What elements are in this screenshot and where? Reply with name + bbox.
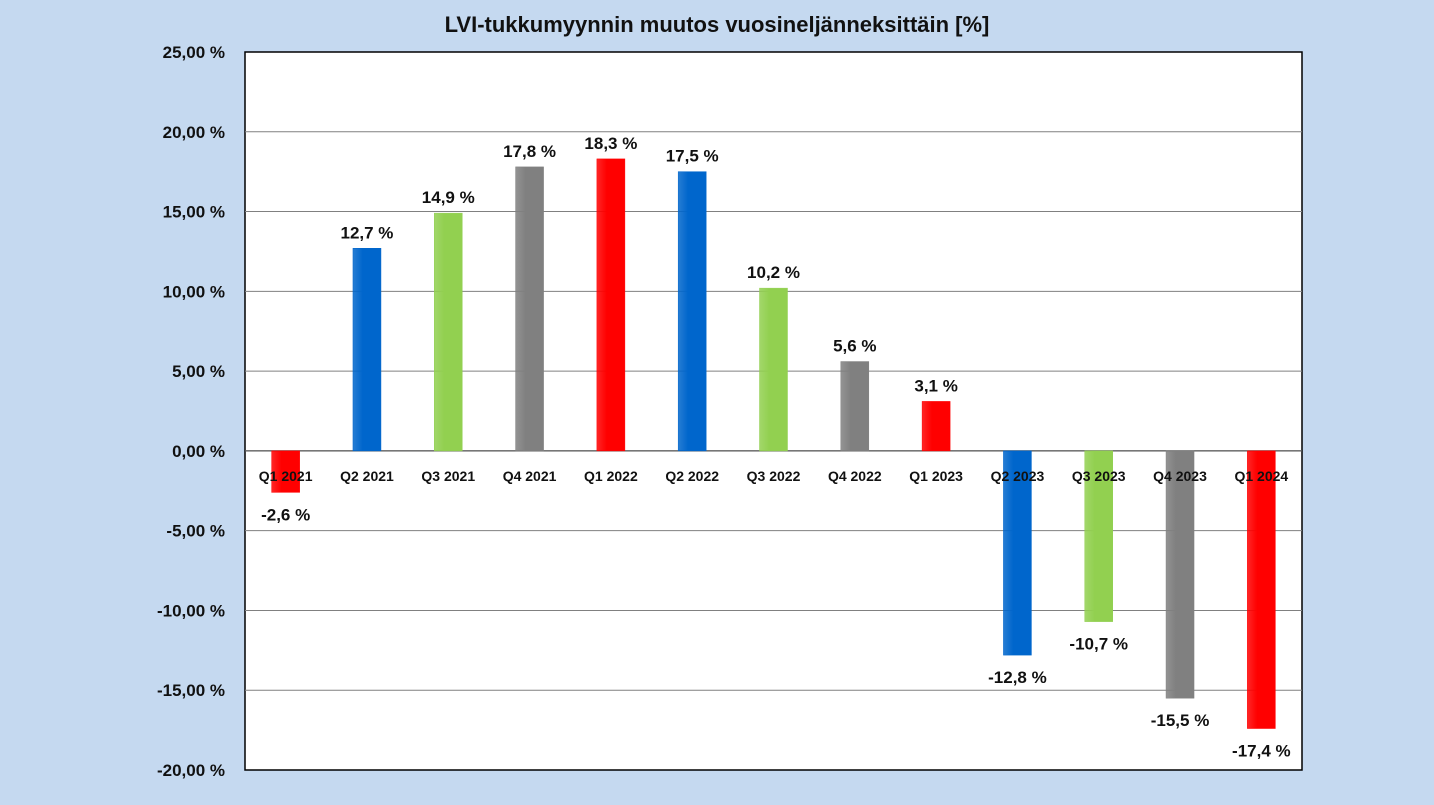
bars: [271, 158, 1276, 729]
data-label: -10,7 %: [1069, 635, 1128, 654]
x-tick-label: Q3 2022: [747, 468, 801, 484]
bar: [759, 287, 788, 452]
bar: [1003, 450, 1032, 656]
bar: [677, 171, 707, 452]
data-label: 3,1 %: [914, 376, 957, 395]
x-tick-label: Q1 2024: [1234, 468, 1288, 484]
y-tick-label: -20,00 %: [157, 761, 225, 780]
x-tick-label: Q1 2021: [259, 468, 313, 484]
bar: [271, 450, 300, 493]
x-tick-label: Q4 2023: [1153, 468, 1207, 484]
x-tick-label: Q2 2022: [665, 468, 719, 484]
bar: [840, 361, 870, 452]
x-axis: Q1 2021 Q2 2021 Q3 2021 Q4 2021 Q1 2022 Q2 20…: [259, 468, 1289, 484]
x-tick-label: Q1 2022: [584, 468, 638, 484]
x-tick-label: Q3 2021: [421, 468, 475, 484]
bar: [1165, 450, 1195, 699]
data-labels: -2,6 % 12,7 % 14,9 % 17,8 % 18,3 % 17,5 % 10,2…: [261, 134, 1291, 761]
y-tick-label: 15,00 %: [163, 203, 225, 222]
data-label: 14,9 %: [422, 188, 475, 207]
x-tick-label: Q4 2022: [828, 468, 882, 484]
bar: [352, 248, 382, 452]
y-tick-label: -5,00 %: [166, 522, 225, 541]
data-label: 10,2 %: [747, 263, 800, 282]
bar: [515, 166, 544, 452]
bar: [434, 212, 463, 452]
data-label: -15,5 %: [1151, 711, 1210, 730]
x-tick-label: Q3 2023: [1072, 468, 1126, 484]
bar: [1084, 450, 1113, 622]
chart-title: LVI-tukkumyynnin muutos vuosineljänneksi…: [444, 12, 990, 37]
data-label: 12,7 %: [340, 223, 393, 242]
data-label: 17,8 %: [503, 142, 556, 161]
x-tick-label: Q2 2021: [340, 468, 394, 484]
y-axis: 25,00 % 20,00 % 15,00 % 10,00 % 5,00 % 0,00 %…: [157, 43, 225, 780]
x-tick-label: Q1 2023: [909, 468, 963, 484]
bar: [1247, 450, 1276, 729]
y-tick-label: 0,00 %: [172, 442, 225, 461]
data-label: -17,4 %: [1232, 742, 1291, 761]
y-tick-label: 5,00 %: [172, 362, 225, 381]
data-label: 5,6 %: [833, 337, 876, 356]
x-tick-label: Q4 2021: [503, 468, 557, 484]
y-tick-label: 25,00 %: [163, 43, 225, 62]
y-tick-label: 20,00 %: [163, 123, 225, 142]
y-tick-label: 10,00 %: [163, 282, 225, 301]
bar: [921, 401, 951, 452]
data-label: -2,6 %: [261, 505, 310, 524]
y-tick-label: -15,00 %: [157, 681, 225, 700]
data-label: 18,3 %: [584, 134, 637, 153]
x-tick-label: Q2 2023: [991, 468, 1045, 484]
y-tick-label: -10,00 %: [157, 601, 225, 620]
bar: [596, 158, 626, 452]
data-label: -12,8 %: [988, 668, 1047, 687]
data-label: 17,5 %: [666, 147, 719, 166]
